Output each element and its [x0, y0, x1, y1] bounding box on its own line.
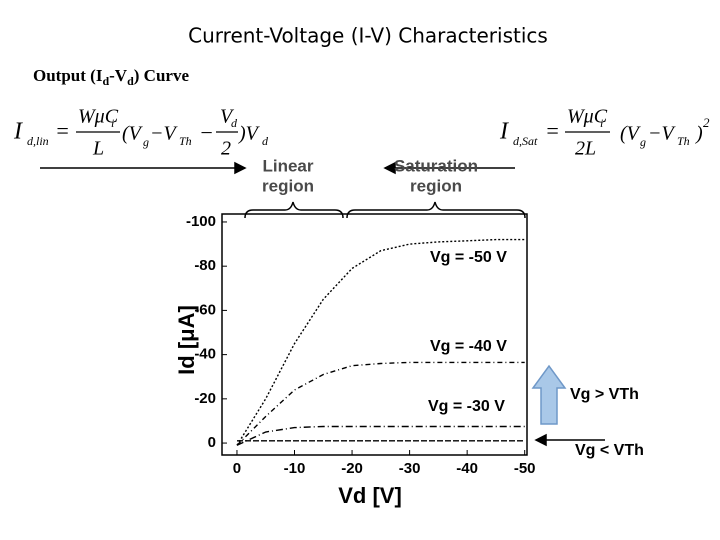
equation-part: 2: [221, 138, 231, 160]
equation-part: 2: [703, 115, 710, 130]
annotation: Vg > VTh: [570, 386, 639, 403]
x-tick-label: -40: [456, 460, 478, 477]
subtitle-part: Output (I: [33, 66, 103, 85]
series-line: [236, 361, 525, 446]
x-tick-label: -50: [514, 460, 536, 477]
equation-part: i: [600, 116, 603, 130]
equation-part: i: [111, 116, 114, 130]
equation-part: V: [220, 106, 235, 128]
equation-part: d: [231, 116, 238, 130]
subtitle-part: d: [127, 74, 134, 88]
arrow-head: [383, 161, 396, 175]
y-tick-label: 0: [208, 434, 216, 451]
equation-part: −V: [150, 123, 178, 145]
x-tick-label: -20: [341, 460, 363, 477]
equation-part: g: [640, 135, 646, 149]
series-line: [236, 238, 525, 446]
brace: [346, 201, 526, 219]
annotation: Linear: [262, 156, 313, 175]
y-tick-label: -40: [194, 346, 216, 363]
equation-part: ): [695, 123, 703, 145]
x-axis-label: Vd [V]: [338, 483, 402, 508]
annotation: Saturation: [394, 156, 478, 175]
subtitle-part: -V: [109, 66, 128, 85]
series-label: Vg = -50 V: [430, 249, 507, 266]
equation-part: (V: [620, 123, 642, 145]
equation-part: g: [143, 135, 149, 149]
equation-part: d,Sat: [513, 134, 538, 148]
equation-part: Th: [677, 134, 690, 148]
equation-part: −: [199, 120, 214, 145]
plot-frame: [221, 213, 528, 456]
equation-part: WμC: [78, 106, 119, 128]
subtitle-part: d: [102, 74, 109, 88]
arrow-head: [234, 161, 247, 175]
y-axis-label: Id [μA]: [174, 305, 199, 375]
x-tick-label: 0: [233, 460, 241, 477]
subtitle-part: ) Curve: [134, 66, 190, 85]
equation-part: d,lin: [27, 134, 49, 148]
arrow-head: [534, 433, 547, 447]
y-tick-label: -60: [194, 301, 216, 318]
slide-title: Current-Voltage (I-V) Characteristics: [188, 24, 548, 48]
x-tick-label: -10: [284, 460, 306, 477]
equation-part: (V: [122, 123, 144, 145]
equation-part: L: [92, 138, 104, 160]
region-arrows: [40, 161, 605, 447]
x-tick-label: -30: [399, 460, 421, 477]
equation-part: )V: [238, 123, 261, 145]
equation-part: =: [545, 118, 560, 143]
brace: [244, 201, 344, 219]
series-label: Vg < VTh: [575, 442, 644, 459]
equation-part: 2L: [575, 138, 596, 160]
equation-part: Th: [179, 134, 192, 148]
y-tick-label: -100: [186, 213, 216, 230]
equation-part: −V: [648, 123, 676, 145]
annotation: region: [262, 176, 314, 195]
equation-part: =: [55, 118, 70, 143]
slide-subtitle: Output (Id-Vd) Curve: [33, 66, 189, 88]
annotation: region: [410, 176, 462, 195]
series-line: [236, 425, 525, 446]
equation-part: I: [13, 119, 23, 145]
equation-part: WμC: [567, 106, 608, 128]
equation-part: d: [262, 134, 269, 148]
equation-part: I: [499, 119, 509, 145]
series-label: Vg = -30 V: [428, 398, 505, 415]
block-arrow: [531, 364, 567, 425]
y-tick-label: -20: [194, 390, 216, 407]
y-tick-label: -80: [194, 257, 216, 274]
series-label: Vg = -40 V: [430, 338, 507, 355]
